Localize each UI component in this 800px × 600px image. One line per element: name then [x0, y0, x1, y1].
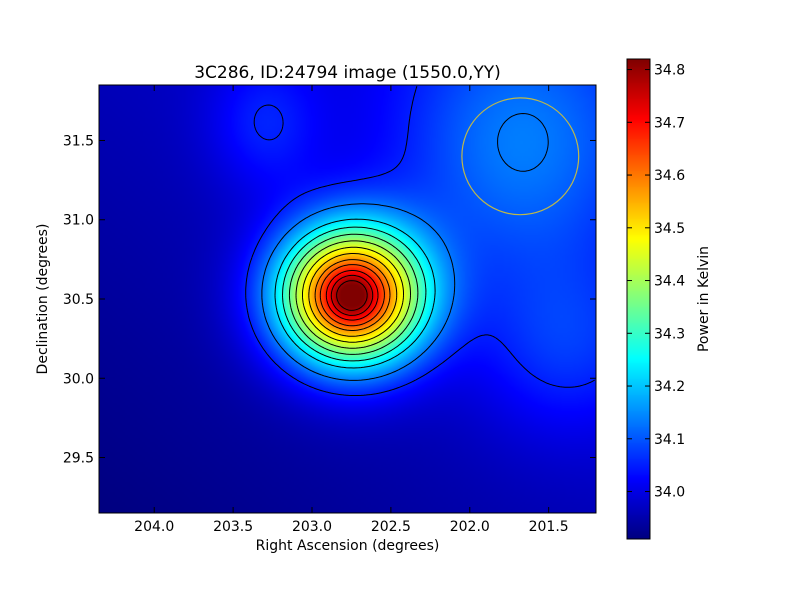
contour-level-0: [245, 86, 596, 396]
chart-title: 3C286, ID:24794 image (1550.0,YY): [194, 63, 501, 83]
colorbar-tick-label: 34.0: [654, 485, 685, 501]
contour-lines: [245, 86, 596, 396]
x-axis: 204.0 203.5 203.0 202.5 202.0 201.5: [134, 85, 569, 535]
beam-circle: [461, 97, 580, 216]
colorbar-tick-label: 34.7: [654, 115, 685, 131]
colorbar-tick-label: 34.2: [654, 379, 685, 395]
x-tick-label: 204.0: [134, 519, 174, 535]
plot-area: 204.0 203.5 203.0 202.5 202.0 201.5 29.5 30.0 3…: [63, 84, 597, 535]
colorbar-tick-label: 34.3: [654, 326, 685, 342]
y-tick-label: 29.5: [63, 451, 94, 467]
colorbar-tick-label: 34.6: [654, 168, 685, 184]
contour-level-10: [325, 270, 379, 321]
colorbar-tick-label: 34.8: [654, 63, 685, 79]
colorbar: 34.0 34.1 34.2 34.3 34.4 34.5 34.6 34.7 34.8 Pow…: [626, 58, 712, 540]
y-axis-label: Declination (degrees): [35, 224, 51, 375]
heatmap-image: [99, 85, 596, 513]
contour-level-12: [336, 280, 368, 311]
contour-level-4: [288, 233, 419, 355]
contour-level-6: [302, 246, 404, 343]
x-axis-label: Right Ascension (degrees): [256, 538, 440, 554]
contour-level-3: [282, 226, 427, 362]
x-tick-label: 203.0: [292, 519, 332, 535]
contour-level-2: [274, 218, 436, 369]
x-tick-label: 202.5: [371, 519, 411, 535]
x-tick-label: 202.0: [450, 519, 490, 535]
colorbar-tick-label: 34.4: [654, 274, 685, 290]
contour-level-1: [261, 113, 549, 381]
y-tick-label: 30.0: [63, 371, 94, 387]
contour-level-9: [319, 264, 385, 327]
contour-level-5: [295, 240, 411, 349]
y-tick-label: 30.5: [63, 292, 94, 308]
contour-level-8: [314, 259, 391, 331]
contour-level-11: [330, 274, 374, 316]
y-tick-label: 31.5: [63, 133, 94, 149]
colorbar-tick-label: 34.1: [654, 432, 685, 448]
contour-level-7: [308, 253, 398, 337]
x-tick-label: 203.5: [213, 519, 253, 535]
colorbar-frame: [626, 58, 651, 540]
y-tick-label: 31.0: [63, 213, 94, 229]
colorbar-ticks: 34.0 34.1 34.2 34.3 34.4 34.5 34.6 34.7 34.8: [627, 63, 685, 501]
colorbar-label: Power in Kelvin: [696, 246, 712, 352]
colorbar-gradient: [627, 59, 650, 539]
y-axis: 29.5 30.0 30.5 31.0 31.5: [63, 133, 596, 467]
x-tick-label: 201.5: [529, 519, 569, 535]
colorbar-tick-label: 34.5: [654, 221, 685, 237]
